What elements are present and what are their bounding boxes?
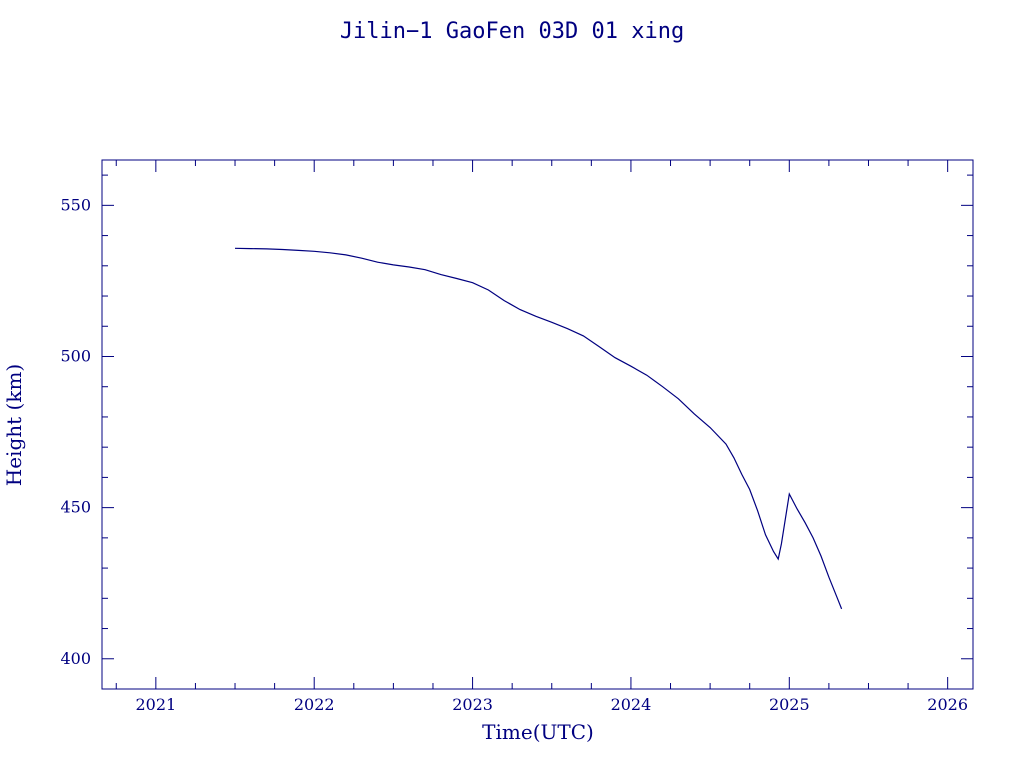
- x-tick-label: 2023: [452, 695, 493, 714]
- x-axis-label: Time(UTC): [482, 720, 594, 744]
- y-tick-label: 500: [60, 346, 91, 365]
- x-tick-label: 2025: [769, 695, 810, 714]
- x-tick-label: 2022: [294, 695, 335, 714]
- x-tick-label: 2026: [927, 695, 968, 714]
- axis-tick-labels: 2021 2022 2023 2024 2025 2026 400 450 500 550: [60, 195, 968, 714]
- chart-title: Jilin−1 GaoFen 03D 01 xing: [340, 19, 684, 44]
- plot-frame: [101, 159, 974, 690]
- y-tick-label: 550: [60, 195, 91, 214]
- y-tick-label: 450: [60, 498, 91, 517]
- series-line: [234, 247, 843, 610]
- y-tick-label: 400: [60, 649, 91, 668]
- x-tick-label: 2021: [135, 695, 176, 714]
- x-tick-label: 2024: [611, 695, 652, 714]
- axis-ticks: [102, 160, 973, 690]
- y-axis-label: Height (km): [2, 364, 26, 486]
